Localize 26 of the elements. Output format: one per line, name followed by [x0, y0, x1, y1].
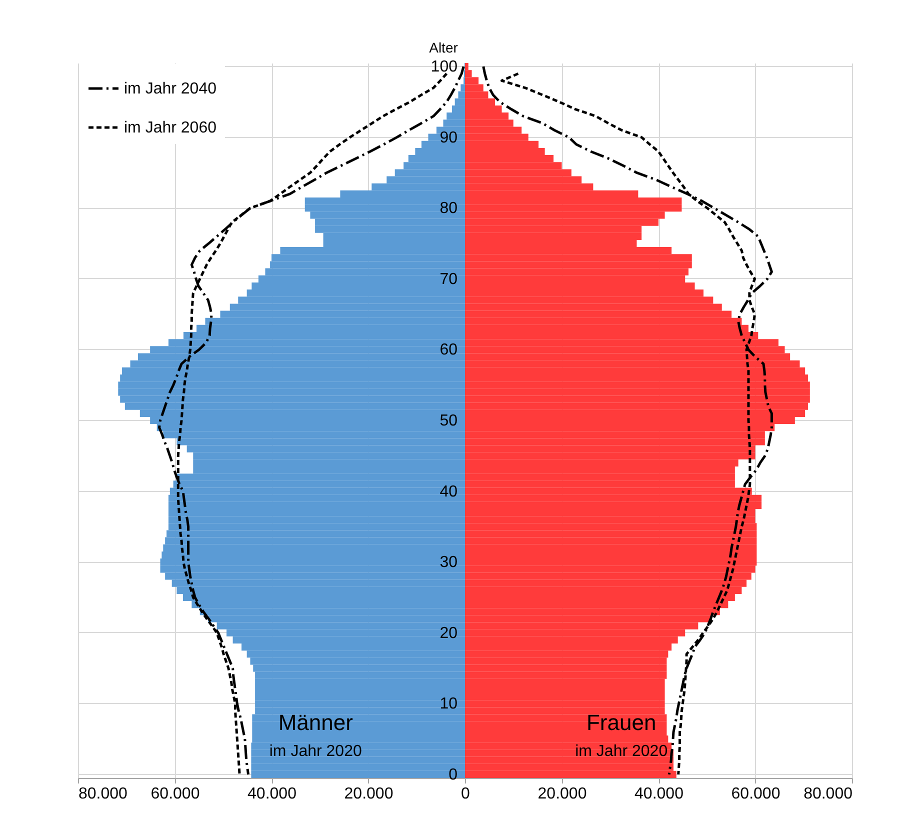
legend-label: im Jahr 2040: [124, 80, 217, 98]
y-tick-label: 80: [440, 200, 458, 218]
x-tick-label: 40.000: [634, 786, 684, 802]
y-tick-label: 70: [440, 270, 458, 288]
y-tick-label: 40: [440, 483, 458, 500]
y-tick-label: 30: [440, 554, 458, 572]
legend-label: im Jahr 2060: [124, 120, 217, 136]
x-tick-label: 40.000: [248, 786, 297, 802]
annotation: im Jahr 2020: [269, 743, 362, 760]
x-tick-label: 60.000: [731, 786, 780, 802]
annotation: Männer: [278, 710, 353, 735]
y-tick-label: 100: [430, 58, 458, 76]
y-tick-label: 50: [440, 412, 458, 430]
x-tick-label: 80.000: [804, 786, 853, 802]
annotation: im Jahr 2020: [575, 743, 668, 760]
y-tick-label: 10: [440, 696, 458, 713]
x-tick-label: 20.000: [538, 786, 587, 802]
y-axis-title: Alter: [429, 40, 458, 56]
y-tick-label: 60: [440, 342, 458, 359]
x-tick-label: 80.000: [78, 786, 128, 802]
x-tick-label: 60.000: [150, 786, 200, 802]
y-tick-label: 90: [440, 129, 458, 146]
annotation: Frauen: [586, 710, 656, 735]
x-tick-label: 0: [461, 786, 470, 802]
y-tick-label: 20: [440, 624, 458, 642]
x-tick-label: 20.000: [344, 786, 394, 802]
